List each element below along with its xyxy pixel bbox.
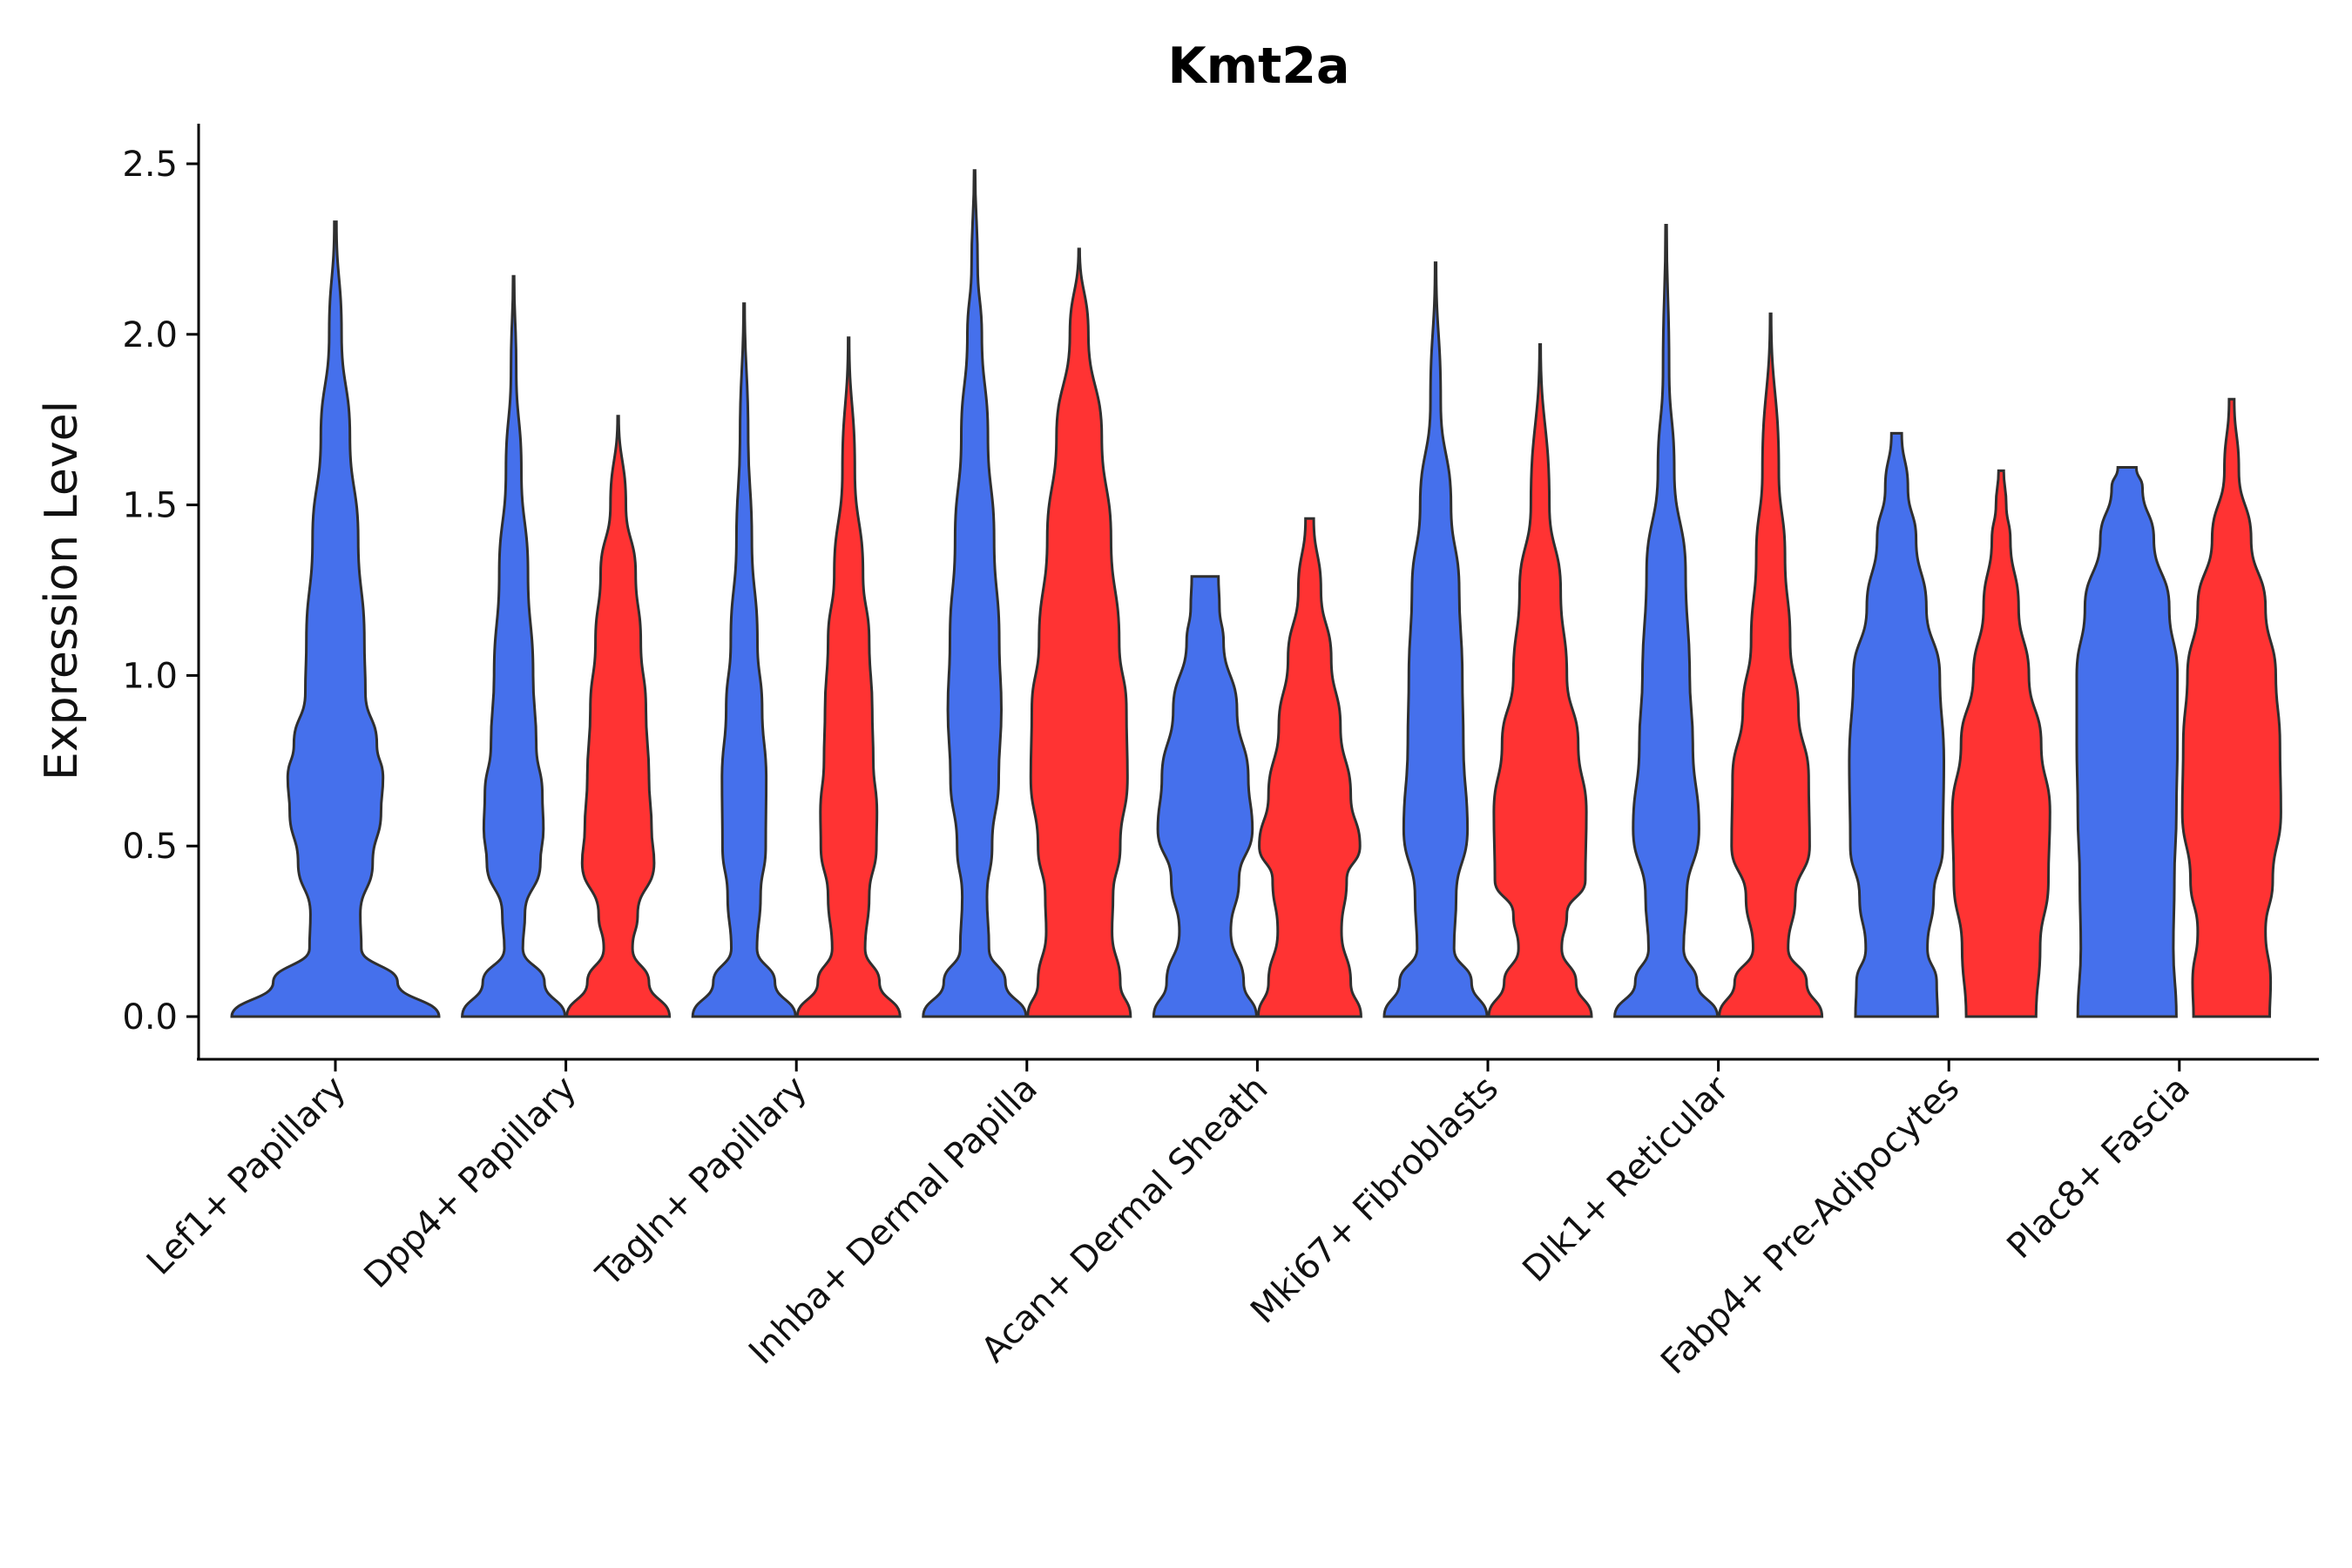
y-axis-ticks: 0.0 0.5 1.0 1.5 2.0 2.5 [122,145,199,1037]
violin-plac8-fascia-group1 [2075,466,2180,1018]
x-axis-ticks: Lef1+ Papillary Dpp4+ Papillary Tagln+ Pap… [139,1059,2198,1382]
violin-acan-dermal-sheath-group1 [1152,575,1258,1018]
violin-acan-dermal-sheath-group2 [1256,517,1362,1018]
chart-title: Kmt2a [1168,37,1350,95]
y-tick-label: 1.0 [122,656,178,696]
violin-dpp4-papillary-group2 [565,415,672,1018]
y-tick-label: 1.5 [122,486,178,526]
violin-plac8-fascia-group2 [2180,397,2282,1018]
y-axis-label: Expression Level [36,401,88,781]
violin-mki67-fibroblasts-group1 [1382,261,1489,1018]
x-tick-label-tagln-papillary: Tagln+ Papillary [588,1069,814,1295]
violin-dpp4-papillary-group1 [461,274,567,1018]
violin-fabp4-pre-adipocytes-group2 [1950,469,2051,1018]
violin-dlk1-reticular-group2 [1718,312,1824,1018]
violin-dlk1-reticular-group1 [1613,224,1720,1018]
violin-tagln-papillary-group1 [691,302,797,1018]
y-tick-label: 0.0 [122,997,178,1037]
y-tick-label: 2.5 [122,145,178,185]
violin-mki67-fibroblasts-group2 [1487,343,1593,1018]
x-tick-label-mki67-fibroblasts: Mki67+ Fibroblasts [1243,1069,1506,1332]
violin-lef1-papillary-group1 [230,220,441,1018]
x-tick-label-lef1-papillary: Lef1+ Papillary [139,1069,354,1283]
y-tick-label: 0.5 [122,827,178,867]
violin-inhba-dermal-papilla-group1 [922,169,1028,1018]
violin-tagln-papillary-group2 [795,336,902,1018]
violin-inhba-dermal-papilla-group2 [1026,247,1132,1018]
x-tick-label-dlk1-reticular: Dlk1+ Reticular [1515,1068,1737,1290]
x-tick-label-dpp4-papillary: Dpp4+ Papillary [356,1069,584,1296]
y-tick-label: 2.0 [122,315,178,355]
x-tick-label-plac8-fascia: Plac8+ Fascia [1999,1069,2198,1267]
violin-series [230,169,2282,1018]
violin-fabp4-pre-adipocytes-group1 [1848,431,1946,1018]
